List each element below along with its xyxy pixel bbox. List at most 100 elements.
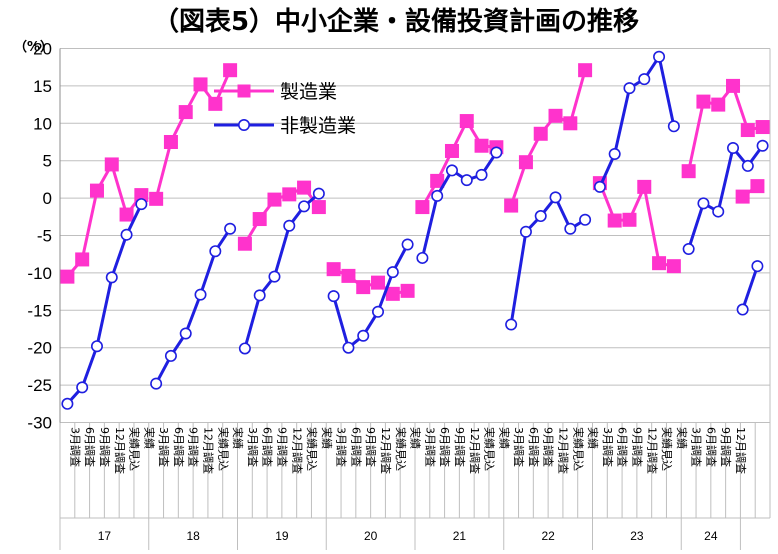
x-category-label: 12月調査 — [113, 427, 127, 474]
x-category-label: 実績見込 — [305, 427, 319, 471]
data-point-circle — [667, 120, 680, 133]
series-line — [509, 194, 586, 325]
x-category-label: 実績 — [320, 427, 334, 449]
data-point-square — [371, 275, 386, 290]
data-point-square — [755, 120, 770, 135]
data-point-circle — [164, 349, 177, 362]
data-point-circle — [386, 266, 399, 279]
data-point-circle — [475, 168, 488, 181]
data-point-square — [208, 96, 223, 111]
x-category-label: 実績 — [231, 427, 245, 449]
x-category-label: 6月調査 — [261, 427, 275, 467]
chart-title: （図表5）中小企業・設備投資計画の推移 — [153, 6, 639, 37]
data-point-circle — [357, 329, 370, 342]
x-category-label: 12月調査 — [202, 427, 216, 474]
data-point-circle — [460, 174, 473, 187]
x-category-label: 6月調査 — [349, 427, 363, 467]
series-line — [154, 69, 232, 200]
data-point-square — [548, 108, 563, 123]
x-category-label: 3月調査 — [68, 427, 82, 467]
year-label: 23 — [630, 529, 644, 543]
y-tick-label: 10 — [33, 114, 52, 133]
data-point-square — [267, 192, 282, 207]
series-line — [741, 265, 759, 311]
data-point-square — [415, 200, 430, 215]
x-category-label: 実績見込 — [660, 427, 674, 471]
data-point-square — [193, 77, 208, 92]
data-point-circle — [653, 50, 666, 63]
data-point-square — [311, 200, 326, 215]
data-point-square — [750, 179, 765, 194]
x-category-label: 3月調査 — [423, 427, 437, 467]
data-point-circle — [401, 238, 414, 251]
data-point-circle — [756, 139, 769, 152]
data-point-square — [223, 63, 238, 78]
data-point-square — [578, 63, 593, 78]
data-point-square — [726, 78, 741, 93]
data-point-square — [60, 269, 75, 284]
x-category-label: 実績 — [497, 427, 511, 449]
series-非製造業 — [61, 50, 769, 410]
data-point-circle — [372, 305, 385, 318]
data-point-circle — [564, 222, 577, 235]
data-point-circle — [579, 213, 592, 226]
x-category-label: 実績見込 — [128, 427, 142, 471]
x-category-label: 3月調査 — [690, 427, 704, 467]
data-point-square — [666, 259, 681, 274]
data-point-circle — [194, 288, 207, 301]
y-axis-ticks: 20 15 10 5 0 -5 -10 -15 -20 -25 -30 — [27, 40, 52, 433]
data-point-square — [652, 256, 667, 271]
data-point-square — [740, 123, 755, 138]
data-point-circle — [682, 242, 695, 255]
data-point-circle — [638, 73, 651, 86]
x-category-label: 実績 — [409, 427, 423, 449]
data-point-square — [356, 280, 371, 295]
data-point-square — [149, 191, 164, 206]
x-category-label: 実績 — [675, 427, 689, 449]
year-label: 22 — [541, 529, 555, 543]
x-category-label: 6月調査 — [83, 427, 97, 467]
data-point-square — [385, 286, 400, 301]
x-category-label: 実績見込 — [394, 427, 408, 471]
x-category-label: 9月調査 — [630, 427, 644, 467]
data-point-square — [119, 207, 134, 222]
x-category-label: 3月調査 — [157, 427, 171, 467]
data-point-circle — [342, 341, 355, 354]
data-point-square — [459, 114, 474, 129]
data-point-circle — [179, 327, 192, 340]
x-category-label: 12月調査 — [379, 427, 393, 474]
year-label: 18 — [186, 529, 200, 543]
year-label: 17 — [98, 529, 112, 543]
data-point-circle — [623, 82, 636, 95]
x-category-label: 実績見込 — [483, 427, 497, 471]
data-point-circle — [445, 164, 458, 177]
data-point-circle — [150, 377, 163, 390]
y-tick-label: -5 — [37, 227, 52, 246]
series-line — [509, 69, 587, 207]
x-category-label: 3月調査 — [246, 427, 260, 467]
x-category-label: 12月調査 — [290, 427, 304, 474]
data-point-circle — [268, 270, 281, 283]
x-category-label: 実績 — [142, 427, 156, 449]
data-point-square — [104, 157, 119, 172]
y-tick-label: -20 — [27, 339, 52, 358]
data-point-circle — [327, 290, 340, 303]
x-category-label: 12月調査 — [468, 427, 482, 474]
data-point-square — [735, 189, 750, 204]
data-point-circle — [505, 318, 518, 331]
year-label: 24 — [704, 529, 718, 543]
y-tick-label: -30 — [27, 414, 52, 433]
data-point-circle — [490, 146, 503, 159]
year-label: 20 — [364, 529, 378, 543]
y-tick-label: 20 — [33, 40, 52, 59]
x-axis-categories: 3月調査 6月調査 9月調査 12月調査 実績見込 実績 3月調査 6月調査 9月調査 12月調査… — [59, 422, 771, 550]
data-point-circle — [549, 191, 562, 204]
data-point-square — [178, 105, 193, 120]
x-category-label: 9月調査 — [719, 427, 733, 467]
year-label: 21 — [453, 529, 467, 543]
data-point-square — [400, 283, 415, 298]
data-point-circle — [712, 205, 725, 218]
x-category-label: 9月調査 — [98, 427, 112, 467]
